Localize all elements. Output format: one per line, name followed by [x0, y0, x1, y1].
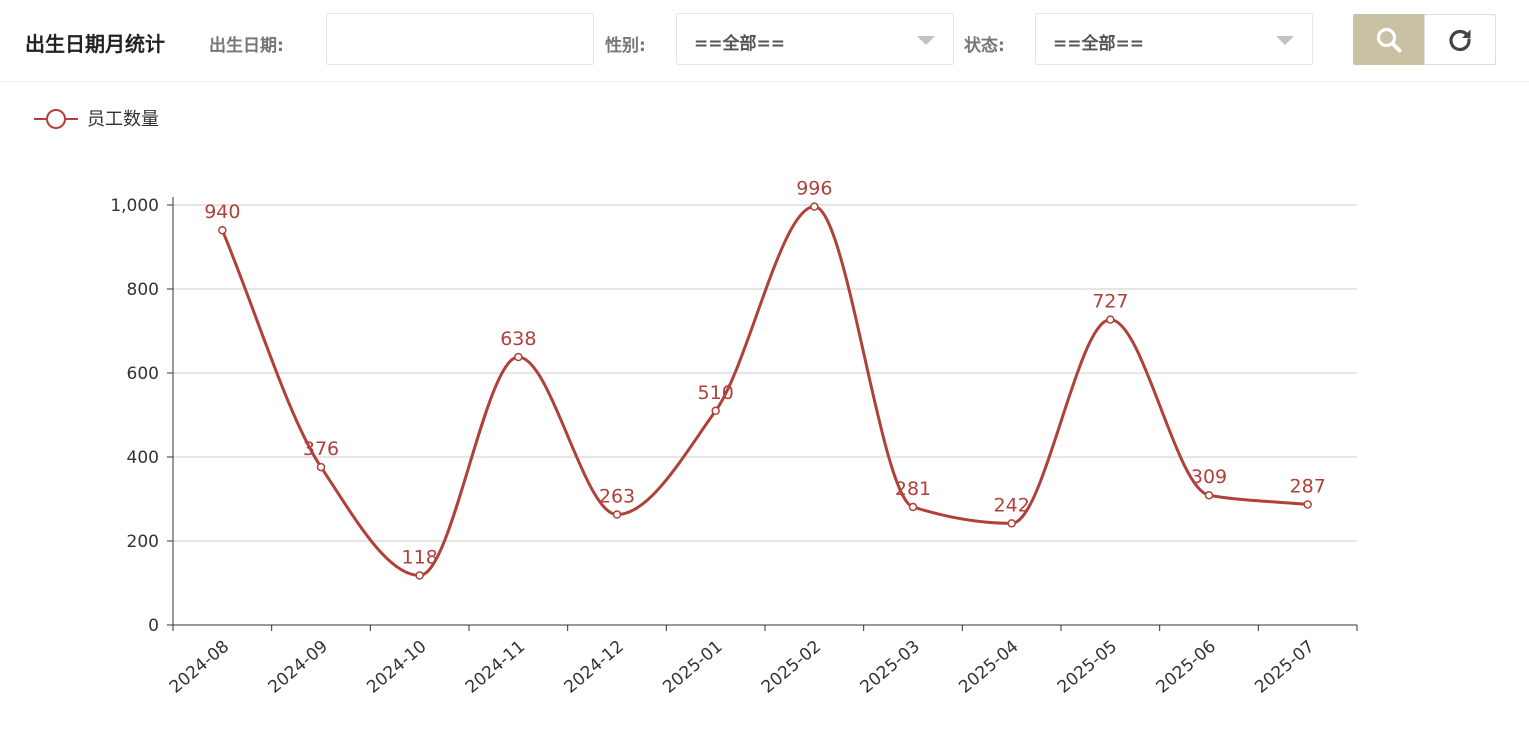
data-label: 727	[1092, 291, 1128, 313]
data-label: 287	[1290, 475, 1326, 497]
birthdate-label: 出生日期:	[209, 36, 284, 56]
gender-label: 性别:	[605, 36, 646, 56]
x-tick-label: 2024-10	[363, 637, 430, 698]
y-tick-label: 800	[127, 280, 159, 300]
data-point	[908, 502, 918, 512]
data-label: 242	[994, 494, 1030, 516]
x-tick-label: 2025-01	[659, 637, 726, 698]
data-point	[810, 202, 819, 211]
data-point	[1007, 519, 1016, 528]
series-line	[220, 205, 1308, 577]
data-point	[218, 225, 227, 235]
x-tick-label: 2024-11	[462, 637, 529, 698]
gender-select-value: ==全部==	[694, 34, 785, 54]
data-point	[711, 406, 720, 416]
search-button[interactable]	[1353, 14, 1425, 65]
refresh-icon	[1449, 29, 1471, 51]
data-point	[1204, 490, 1214, 500]
line-chart: 员工数量 0 200 400 600 800 1,000 2024-08 2024-09 202…	[34, 109, 1358, 698]
y-tick-label: 600	[127, 364, 159, 384]
series-line-path	[220, 205, 1308, 577]
axes: 0 200 400 600 800 1,000 2024-08 2024-09 2024-10 2…	[110, 196, 1358, 698]
legend-circle-marker	[46, 109, 66, 129]
grid-lines	[173, 204, 1357, 542]
chart-legend[interactable]: 员工数量	[34, 109, 159, 130]
data-point	[415, 571, 424, 580]
reset-button[interactable]	[1424, 14, 1496, 65]
y-tick-label: 0	[148, 616, 159, 636]
data-label: 940	[204, 201, 240, 223]
data-point	[1106, 315, 1115, 324]
status-select[interactable]: ==全部==	[1035, 13, 1313, 65]
x-tick-label: 2025-06	[1153, 637, 1220, 698]
x-tick-label: 2025-07	[1251, 637, 1318, 698]
x-tick-label: 2025-02	[758, 637, 825, 698]
data-label: 263	[599, 486, 635, 508]
data-point	[1303, 500, 1312, 509]
y-tick-label: 400	[127, 448, 159, 468]
data-label: 376	[303, 438, 339, 460]
legend-label: 员工数量	[87, 109, 159, 130]
chevron-down-icon	[1276, 36, 1294, 45]
page-title: 出生日期月统计	[25, 32, 165, 56]
data-point	[612, 510, 622, 519]
data-label: 638	[500, 328, 536, 350]
x-tick-label: 2024-09	[265, 637, 332, 698]
status-label: 状态:	[964, 36, 1005, 56]
y-tick-label: 200	[127, 532, 159, 552]
data-labels: 940 376 118 638 263 510 996 281 242 727 309 287	[204, 178, 1326, 569]
x-tick-label: 2024-08	[166, 637, 233, 698]
data-label: 510	[698, 382, 734, 404]
data-label: 118	[402, 546, 438, 568]
data-label: 996	[796, 178, 832, 200]
data-points	[218, 202, 1312, 580]
x-tick-label: 2025-04	[955, 637, 1022, 698]
chevron-down-icon	[917, 36, 935, 45]
search-icon	[1376, 27, 1402, 52]
x-tick-label: 2024-12	[561, 637, 628, 698]
x-tick-label: 2025-05	[1054, 637, 1121, 698]
data-label: 309	[1191, 466, 1227, 488]
x-tick-label: 2025-03	[857, 637, 924, 698]
gender-select[interactable]: ==全部==	[676, 13, 954, 65]
y-tick-label: 1,000	[110, 196, 159, 216]
birthdate-input[interactable]	[326, 13, 594, 65]
filter-toolbar: 出生日期月统计 出生日期: 性别: ==全部== 状态: ==全部==	[0, 0, 1529, 82]
data-point	[514, 352, 523, 362]
data-label: 281	[895, 478, 931, 500]
status-select-value: ==全部==	[1053, 34, 1144, 54]
data-point	[316, 462, 326, 472]
